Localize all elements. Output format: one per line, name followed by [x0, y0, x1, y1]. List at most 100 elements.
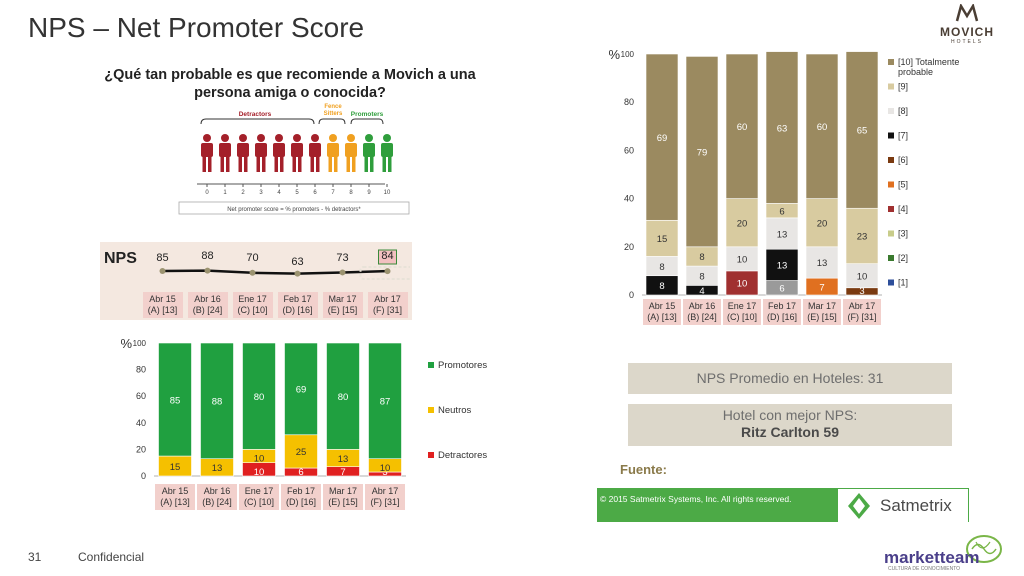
- scale-tick-label: 3: [259, 190, 263, 196]
- legend-swatch: [428, 452, 434, 458]
- bar-segment: [845, 207, 879, 264]
- people-figures: [201, 134, 393, 172]
- scale-tick-label: 1: [223, 190, 227, 196]
- marketteam-logo: [880, 532, 1004, 572]
- bar-value-label: 23: [857, 232, 868, 243]
- x-axis-period-sub: (A) [13]: [147, 305, 178, 315]
- legend-swatch: [888, 83, 894, 90]
- nps-label: NPS: [104, 250, 137, 267]
- nps-last-label-box: [378, 249, 397, 265]
- x-axis-period-sub: (D) [16]: [282, 305, 313, 315]
- bar-segment: [805, 246, 839, 279]
- legend-label: Detractores: [438, 450, 487, 461]
- bar-value-label: 10: [254, 467, 265, 478]
- legend-swatch: [888, 108, 894, 114]
- x-axis-period-sub: (B) [24]: [687, 312, 717, 322]
- x-axis-period-label: Abr 17: [374, 294, 401, 304]
- x-axis-period-sub: (C) [10]: [243, 497, 274, 507]
- x-axis-period: Abr 16 (B) [24]: [197, 484, 237, 510]
- bar-segment: [725, 198, 759, 248]
- person-icon: [219, 134, 231, 172]
- bar-segment: [845, 51, 879, 209]
- legend-swatch: [888, 279, 894, 286]
- legend-swatch: [428, 407, 434, 413]
- x-axis-period: Feb 17 (D) [16]: [281, 484, 321, 510]
- bar-value-label: 69: [296, 385, 307, 396]
- page-number: 31: [28, 550, 42, 564]
- nps-point: [159, 268, 166, 274]
- bar-value-label: 79: [697, 147, 708, 158]
- x-axis-period: Feb 17 (D) [16]: [277, 292, 318, 318]
- nps-highlight-box: [359, 266, 410, 280]
- legend-swatch: [888, 206, 894, 212]
- x-axis-period: Abr 16 (B) [24]: [683, 299, 721, 325]
- y-unit-label: %: [608, 48, 620, 62]
- legend-label: [3]: [898, 229, 908, 239]
- x-axis-period: Abr 16 (B) [24]: [187, 292, 228, 318]
- bar-value-label: 6: [298, 467, 303, 478]
- promoters-bracket: [350, 118, 384, 125]
- bar-segment: [284, 342, 318, 436]
- y-tick-label: 40: [136, 418, 146, 428]
- legend-swatch: [888, 157, 894, 163]
- bar-value-label: 80: [254, 392, 265, 403]
- bar-segment: [158, 342, 192, 457]
- legend-label: [9]: [898, 82, 908, 92]
- x-axis-period-sub: (C) [10]: [237, 305, 268, 315]
- y-unit-label: %: [120, 336, 132, 351]
- nps-value-label: 88: [201, 250, 213, 262]
- source-label: Fuente:: [620, 462, 667, 477]
- nps-value-label: 73: [336, 252, 348, 264]
- y-tick-label: 20: [136, 444, 146, 454]
- legend-label: [5]: [898, 180, 908, 190]
- bar-segment: [645, 219, 679, 257]
- y-tick-label: 80: [136, 365, 146, 375]
- x-axis-period: Mar 17 (E) [15]: [803, 299, 841, 325]
- x-axis-period-label: Abr 17: [848, 301, 876, 311]
- nps-point: [384, 268, 391, 275]
- x-axis-period-sub: (B) [24]: [192, 305, 223, 315]
- legend-label: [7]: [898, 131, 908, 141]
- x-axis-period-sub: (E) [15]: [807, 312, 837, 322]
- best-hotel-box: Hotel con mejor NPS: Ritz Carlton 59: [628, 404, 952, 446]
- satmetrix-logo: [838, 489, 968, 522]
- bar-value-label: 13: [817, 258, 828, 269]
- scale-tick-label: 6: [313, 190, 317, 196]
- x-axis-period-sub: (A) [13]: [160, 497, 190, 507]
- bar-value-label: 13: [777, 229, 788, 240]
- confidential-label: Confidencial: [78, 550, 145, 564]
- bar-segment: [765, 217, 799, 250]
- bar-value-label: 8: [659, 262, 664, 273]
- x-axis-period-label: Feb 17: [767, 301, 797, 311]
- logo-text: MOVICH: [940, 25, 994, 39]
- bar-value-label: 25: [296, 447, 307, 458]
- bar-segment: [725, 53, 759, 199]
- satmetrix-mark-icon: [848, 493, 870, 519]
- movich-logo: MOVICH HOTELS: [935, 2, 999, 46]
- bar-value-label: 60: [817, 122, 828, 133]
- x-axis-period-label: Ene 17: [244, 486, 274, 496]
- bar-value-label: 3: [859, 286, 864, 297]
- legend-swatch: [888, 132, 894, 139]
- bar-value-label: 85: [170, 395, 181, 406]
- scale-tick-label: 5: [295, 190, 299, 196]
- x-axis-period-label: Mar 17: [328, 486, 357, 496]
- x-axis-period: Mar 17 (E) [15]: [322, 292, 363, 318]
- bar-segment: [200, 342, 234, 460]
- bar-value-label: 7: [340, 467, 345, 478]
- x-axis-period: Ene 17 (C) [10]: [239, 484, 279, 510]
- x-axis-period-label: Ene 17: [727, 301, 757, 311]
- bar-value-label: 87: [380, 397, 391, 408]
- x-axis-period-sub: (D) [16]: [285, 497, 316, 507]
- bar-value-label: 63: [777, 123, 788, 134]
- person-icon: [273, 134, 285, 172]
- x-axis-period: Abr 15 (A) [13]: [155, 484, 195, 510]
- page-title: NPS – Net Promoter Score: [28, 12, 365, 43]
- x-axis-period-sub: (E) [15]: [327, 305, 358, 315]
- legend-label: Neutros: [438, 405, 472, 416]
- x-axis-period-label: Mar 17: [328, 294, 357, 304]
- detractors-label: Detractors: [239, 111, 272, 118]
- bar-value-label: 10: [737, 255, 748, 266]
- x-axis-period: Feb 17 (D) [16]: [763, 299, 801, 325]
- chart3-x-axis: Abr 15 (A) [13] Abr 16 (B) [24] Ene 17 (C) [1…: [642, 299, 882, 327]
